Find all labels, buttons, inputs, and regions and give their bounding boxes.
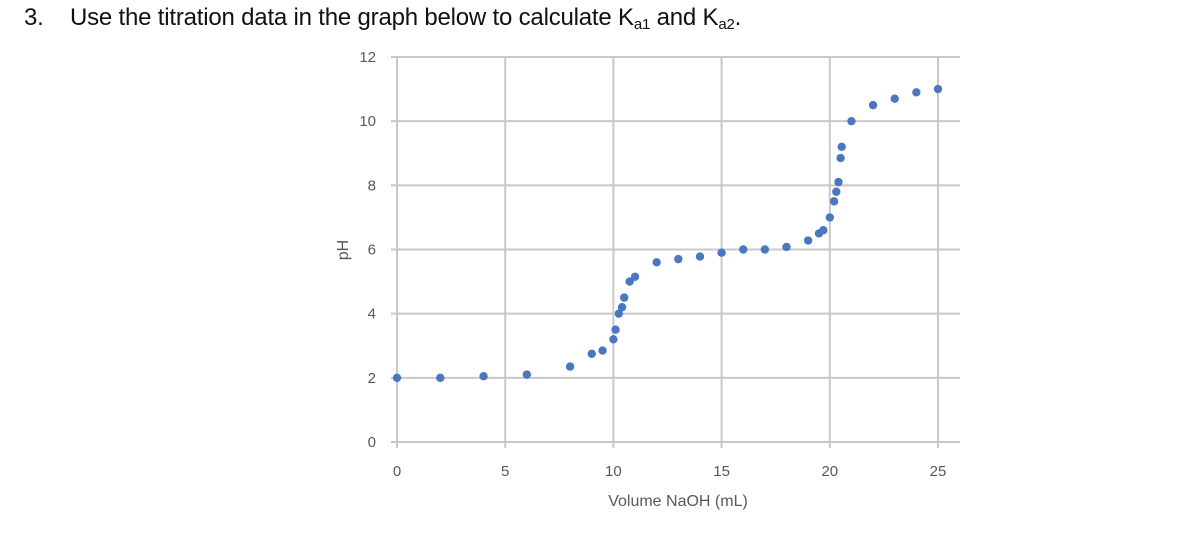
y-tick-label: 6 bbox=[368, 242, 376, 259]
question-text-before: Use the titration data in the graph belo… bbox=[70, 4, 634, 31]
data-point-marker bbox=[630, 272, 640, 281]
x-axis-tick-labels: 0 5 10 15 20 25 bbox=[393, 463, 947, 480]
data-point-marker bbox=[598, 346, 607, 355]
y-tick-label: 12 bbox=[359, 49, 376, 66]
data-point-marker bbox=[565, 362, 575, 371]
data-point-marker bbox=[609, 335, 618, 344]
data-point-marker bbox=[695, 252, 705, 261]
y-tick-label: 10 bbox=[359, 113, 376, 130]
data-point-marker bbox=[837, 142, 846, 152]
data-point-marker bbox=[847, 116, 856, 126]
data-point-marker bbox=[392, 373, 402, 383]
y-axis-tick-labels: 0 2 4 6 8 10 12 bbox=[359, 49, 376, 451]
x-tick-label: 15 bbox=[713, 463, 730, 480]
x-tick-label: 10 bbox=[605, 463, 622, 480]
data-point-marker bbox=[760, 245, 770, 254]
data-point-marker bbox=[674, 254, 683, 264]
x-tick-label: 20 bbox=[821, 463, 838, 480]
y-axis-title: pH bbox=[335, 240, 352, 260]
data-point-marker bbox=[652, 258, 661, 267]
data-point-marker bbox=[625, 277, 634, 286]
data-point-marker bbox=[836, 153, 845, 163]
data-point-marker bbox=[912, 88, 921, 97]
data-point-marker bbox=[717, 248, 726, 257]
x-axis-title: Volume NaOH (mL) bbox=[608, 493, 748, 510]
data-point-marker bbox=[522, 370, 532, 379]
data-point-marker bbox=[782, 242, 791, 252]
subscript-a1: a1 bbox=[633, 16, 651, 33]
y-tick-label: 2 bbox=[368, 370, 376, 387]
x-tick-label: 5 bbox=[501, 463, 509, 480]
data-point-marker bbox=[829, 197, 839, 206]
question-prompt: 3. Use the titration data in the graph be… bbox=[24, 4, 741, 33]
data-point-marker bbox=[819, 226, 828, 235]
data-point-marker bbox=[614, 309, 624, 318]
data-point-marker bbox=[617, 303, 627, 312]
x-tick-label: 0 bbox=[393, 463, 401, 480]
data-point-marker bbox=[620, 293, 629, 302]
question-number: 3. bbox=[24, 4, 44, 31]
data-point-marker bbox=[868, 100, 878, 110]
data-point-marker bbox=[436, 373, 445, 383]
data-point-marker bbox=[739, 245, 748, 254]
data-point-marker bbox=[587, 349, 596, 358]
data-point-marker bbox=[890, 94, 899, 103]
data-point-marker bbox=[933, 84, 943, 94]
data-points bbox=[392, 84, 943, 383]
data-point-marker bbox=[803, 236, 813, 245]
data-point-marker bbox=[832, 187, 841, 196]
question-text-after: . bbox=[734, 4, 742, 31]
y-tick-label: 8 bbox=[368, 177, 376, 194]
y-tick-label: 0 bbox=[368, 434, 376, 451]
data-point-marker bbox=[834, 177, 843, 187]
y-tick-label: 4 bbox=[368, 306, 376, 323]
chart-gridlines bbox=[391, 56, 960, 448]
data-point-marker bbox=[479, 372, 488, 381]
question-text-mid: and K bbox=[650, 4, 719, 31]
data-point-marker bbox=[825, 213, 834, 222]
data-point-marker bbox=[611, 325, 620, 334]
subscript-a2: a2 bbox=[718, 16, 735, 33]
x-tick-label: 25 bbox=[930, 463, 947, 480]
